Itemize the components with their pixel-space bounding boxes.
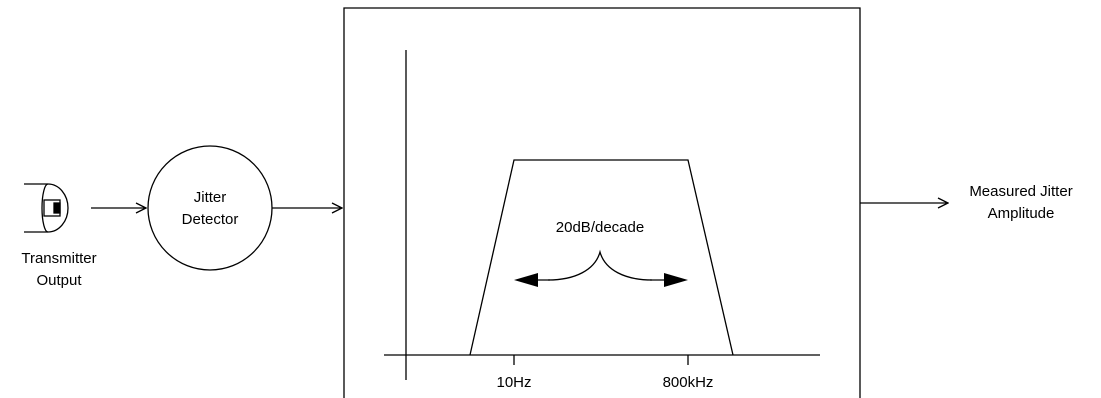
slope-arrow-right-head [664, 273, 688, 287]
slope-brace [547, 249, 653, 281]
slope-label: 20dB/decade [556, 219, 644, 236]
jitter-detector: Jitter Detector [147, 145, 273, 271]
measured-jitter-label-line2: Amplitude [988, 205, 1055, 222]
jitter-detector-circle [147, 145, 273, 271]
jitter-detector-label-line1: Jitter [194, 189, 227, 206]
high-corner-label: 800kHz [663, 374, 714, 391]
coax-connector-icon [24, 183, 69, 233]
low-corner-label: 10Hz [496, 374, 531, 391]
jitter-detector-label-line2: Detector [182, 211, 239, 228]
filter-box-outline [343, 7, 861, 398]
transmitter-output-label-line1: Transmitter [21, 250, 96, 267]
filter-box: 20dB/decade 10Hz 800kHz [343, 7, 861, 398]
transmitter-output-label-line2: Output [36, 272, 82, 289]
filter-passband-response [469, 159, 734, 356]
slope-arrow-left-head [514, 273, 538, 287]
measured-jitter-label-line1: Measured Jitter [969, 183, 1072, 200]
